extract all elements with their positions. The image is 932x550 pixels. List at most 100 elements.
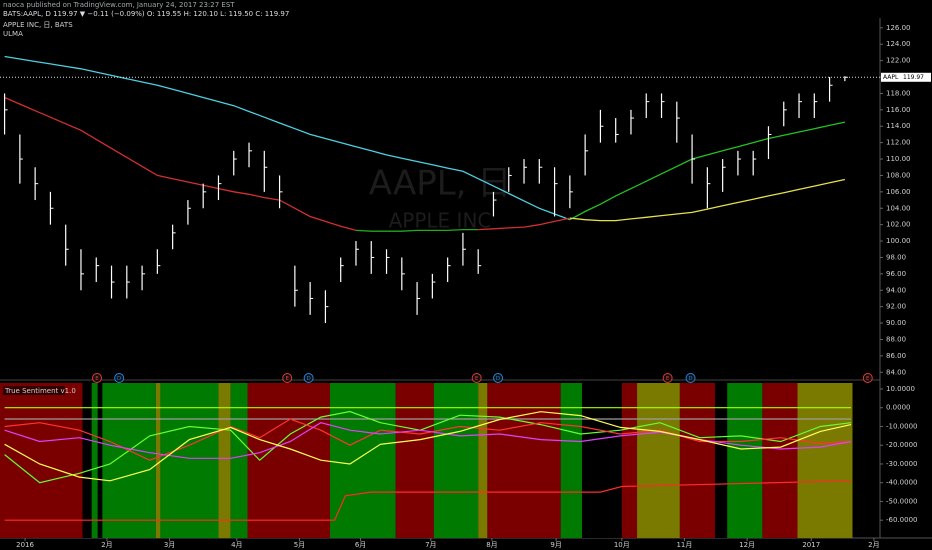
chart-title: APPLE INC, 日, BATS [3, 21, 73, 29]
watermark: AAPL, 日 [369, 164, 512, 204]
x-tick-label: 11月 [676, 541, 692, 549]
event-marker [685, 373, 696, 383]
sentiment-band [637, 383, 680, 538]
sentiment-band [679, 383, 715, 538]
moving-average [355, 228, 479, 232]
y-tick-label: -40.0000 [886, 479, 917, 487]
sentiment-band [330, 383, 396, 538]
sentiment-band [797, 383, 853, 538]
y-tick-label: 124.00 [886, 40, 911, 48]
sentiment-band [97, 383, 103, 538]
indicator-name: ULMA [3, 30, 23, 38]
sentiment-band [762, 383, 798, 538]
y-tick-label: 88.00 [886, 335, 906, 343]
indicator-title-bg [3, 386, 65, 395]
sentiment-band [82, 383, 92, 538]
sentiment-band [230, 383, 248, 538]
oscillator-line [4, 480, 852, 521]
moving-average [478, 217, 571, 231]
symbol-label: AAPL [883, 74, 899, 81]
sentiment-band [621, 383, 638, 538]
y-tick-label: 92.00 [886, 303, 906, 311]
sentiment-band [715, 383, 728, 538]
x-tick-label: 5月 [294, 541, 305, 549]
x-tick-label: 6月 [355, 541, 366, 549]
sentiment-band [0, 383, 83, 538]
moving-average [4, 96, 357, 232]
event-marker [471, 373, 482, 383]
y-tick-label: 108.00 [886, 171, 911, 179]
sentiment-band [487, 383, 561, 538]
event-label: D [496, 376, 500, 382]
event-marker [662, 373, 673, 383]
y-tick-label: 98.00 [886, 253, 906, 261]
y-tick-label: 86.00 [886, 352, 906, 360]
moving-average [4, 55, 571, 221]
y-tick-label: -60.0000 [886, 516, 917, 524]
x-tick-label: 7月 [425, 541, 436, 549]
oscillator-line [4, 410, 852, 484]
event-label: D [688, 376, 692, 382]
event-marker [92, 373, 103, 383]
oscillator-line [4, 422, 852, 459]
x-tick-label: 2016 [16, 541, 34, 549]
y-tick-label: 118.00 [886, 89, 911, 97]
y-tick-label: 84.00 [886, 368, 906, 376]
x-tick-label: 2月 [101, 541, 112, 549]
y-tick-label: 96.00 [886, 270, 906, 278]
event-marker [114, 373, 125, 383]
y-tick-label: 126.00 [886, 24, 911, 32]
y-tick-label: 94.00 [886, 286, 906, 294]
y-tick-label: 114.00 [886, 122, 911, 130]
sentiment-band [395, 383, 434, 538]
y-tick-label: 0.0000 [886, 404, 911, 412]
event-marker [303, 373, 314, 383]
event-marker [862, 373, 873, 383]
y-tick-label: 106.00 [886, 188, 911, 196]
y-tick-label: -10.0000 [886, 422, 917, 430]
event-label: E [475, 376, 479, 382]
y-tick-label: 10.0000 [886, 385, 915, 393]
event-label: E [95, 376, 99, 382]
sentiment-band [155, 383, 161, 538]
sentiment-band [560, 383, 583, 538]
x-tick-label: 3月 [164, 541, 175, 549]
last-price-box [881, 72, 931, 82]
event-marker [493, 373, 504, 383]
watermark-sub: APPLE INC [389, 209, 492, 233]
x-tick-label: 8月 [486, 541, 497, 549]
sentiment-band [102, 383, 156, 538]
sentiment-band [218, 383, 231, 538]
x-tick-label: 2017 [802, 541, 820, 549]
indicator-title: True Sentiment v1.0 [4, 387, 76, 395]
y-tick-label: 110.00 [886, 155, 911, 163]
y-tick-label: 90.00 [886, 319, 906, 327]
sentiment-band [478, 383, 488, 538]
x-tick-label: 2月 [868, 541, 879, 549]
y-tick-label: 102.00 [886, 221, 911, 229]
sentiment-band [160, 383, 219, 538]
x-tick-label: 12月 [739, 541, 755, 549]
sentiment-band [247, 383, 330, 538]
y-tick-label: -30.0000 [886, 460, 917, 468]
sentiment-band [433, 383, 479, 538]
sentiment-band [91, 383, 98, 538]
sentiment-band [582, 383, 622, 538]
y-tick-label: 112.00 [886, 139, 911, 147]
moving-average [569, 121, 846, 221]
event-marker [282, 373, 293, 383]
oscillator-line [4, 411, 852, 482]
y-tick-label: 116.00 [886, 106, 911, 114]
event-label: E [666, 376, 670, 382]
moving-average [569, 178, 846, 222]
y-tick-label: 104.00 [886, 204, 911, 212]
sentiment-band [727, 383, 763, 538]
y-tick-label: -20.0000 [886, 441, 917, 449]
y-tick-label: 100.00 [886, 237, 911, 245]
symbol-line: BATS:AAPL, D 119.97 ▼ −0.11 (−0.09%) O: … [3, 10, 289, 18]
event-label: E [866, 376, 870, 382]
publisher: naoca published on TradingView.com, Janu… [3, 1, 235, 9]
last-price-label: 119.97 [903, 74, 924, 81]
